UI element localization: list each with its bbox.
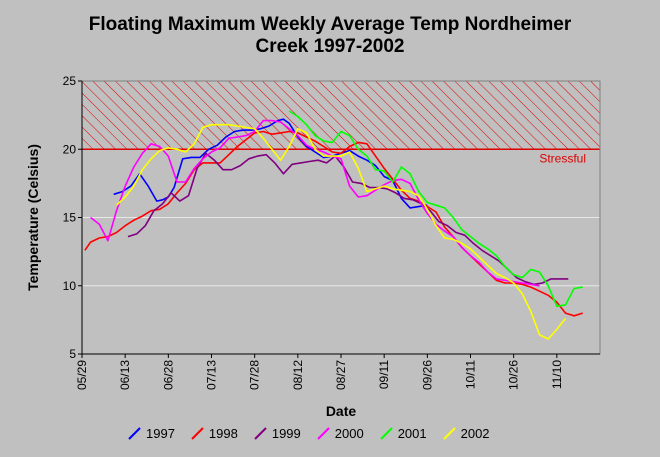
x-tick-label: 05/29 bbox=[75, 360, 89, 390]
x-tick-label: 07/13 bbox=[205, 360, 219, 390]
x-tick-label: 10/11 bbox=[464, 360, 478, 389]
legend-swatch bbox=[442, 427, 456, 440]
legend-swatch bbox=[317, 427, 330, 440]
legend-item-1998: 1998 bbox=[191, 426, 238, 441]
y-tick-label: 20 bbox=[63, 142, 77, 156]
legend-item-2002: 2002 bbox=[442, 425, 490, 441]
x-tick-label: 06/28 bbox=[161, 360, 175, 390]
chart-legend: 1997 1998 1999 2000 2001 2002 bbox=[128, 424, 506, 442]
x-axis-title: Date bbox=[326, 403, 357, 419]
legend-label: 2002 bbox=[460, 425, 490, 441]
x-tick-label: 09/11 bbox=[377, 360, 391, 389]
y-tick-label: 10 bbox=[63, 279, 77, 293]
x-tick-label: 06/13 bbox=[118, 360, 132, 390]
legend-swatch bbox=[379, 427, 393, 440]
legend-label: 2001 bbox=[397, 425, 427, 441]
y-tick-label: 5 bbox=[69, 347, 76, 361]
legend-item-1997: 1997 bbox=[128, 426, 175, 441]
legend-swatch bbox=[128, 427, 141, 440]
y-tick-label: 25 bbox=[63, 74, 77, 88]
x-tick-label: 07/28 bbox=[248, 360, 262, 390]
series-line-2001 bbox=[288, 110, 583, 308]
legend-label: 1997 bbox=[146, 425, 175, 441]
legend-label: 1998 bbox=[208, 425, 238, 441]
x-tick-label: 11/10 bbox=[550, 360, 564, 389]
x-tick-label: 09/26 bbox=[420, 360, 434, 390]
legend-label: 1999 bbox=[271, 425, 301, 441]
legend-item-2000: 2000 bbox=[317, 426, 364, 441]
legend-label: 2000 bbox=[334, 425, 364, 441]
series-line-2002 bbox=[115, 123, 567, 340]
legend-swatch bbox=[191, 427, 204, 440]
series-group bbox=[84, 110, 583, 340]
x-tick-label: 08/12 bbox=[291, 360, 305, 390]
chart-title: Floating Maximum Weekly Average Temp Nor… bbox=[0, 14, 660, 58]
y-tick-label: 15 bbox=[63, 211, 77, 225]
x-tick-label: 10/26 bbox=[507, 360, 521, 390]
x-tick-label: 08/27 bbox=[334, 360, 348, 390]
y-axis-title: Temperature (Celsius) bbox=[25, 144, 41, 291]
legend-item-1999: 1999 bbox=[254, 426, 301, 441]
stressful-label: Stressful bbox=[539, 151, 586, 165]
series-line-1998 bbox=[84, 130, 583, 317]
chart-title-line-2: Creek 1997-2002 bbox=[255, 36, 405, 57]
chart-title-line-1: Floating Maximum Weekly Average Temp Nor… bbox=[88, 14, 572, 35]
legend-swatch bbox=[254, 427, 267, 440]
legend-item-2001: 2001 bbox=[379, 425, 427, 441]
stressful-zone-hatch bbox=[82, 81, 600, 150]
